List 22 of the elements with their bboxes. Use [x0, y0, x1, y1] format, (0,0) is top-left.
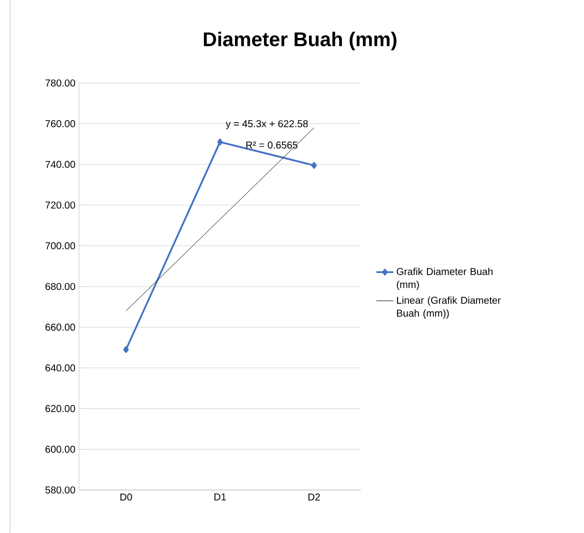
x-tick-label: D2	[308, 494, 320, 500]
annotation: y = 45.3x + 622.58	[226, 120, 308, 130]
point	[123, 346, 129, 353]
y-tick-label: 760.00	[46, 120, 76, 128]
x-tick-label: D0	[120, 494, 132, 501]
x-tick-label: D1	[214, 494, 226, 500]
legend-label: Linear (Grafik Diameter Buah (mm))	[397, 296, 501, 319]
point	[311, 162, 317, 169]
chart-title: Diameter Buah (mm)	[204, 32, 396, 50]
y-tick-label: 740.00	[46, 160, 76, 168]
y-tick-label: 680.00	[46, 282, 76, 290]
y-tick-label: 720.00	[46, 202, 76, 209]
y-tick-label: 600.00	[46, 446, 76, 453]
y-tick-label: 780.00	[46, 79, 76, 87]
y-tick-label: 660.00	[46, 324, 76, 331]
point	[217, 138, 223, 146]
legend-label: Grafik Diameter Buah (mm)	[396, 268, 492, 290]
annotation: R² = 0.6565	[246, 142, 298, 149]
y-tick-label: 580.00	[45, 486, 76, 494]
y-tick-label: 620.00	[46, 405, 76, 412]
y-tick-label: 640.00	[46, 364, 76, 372]
y-tick-label: 700.00	[46, 242, 76, 250]
